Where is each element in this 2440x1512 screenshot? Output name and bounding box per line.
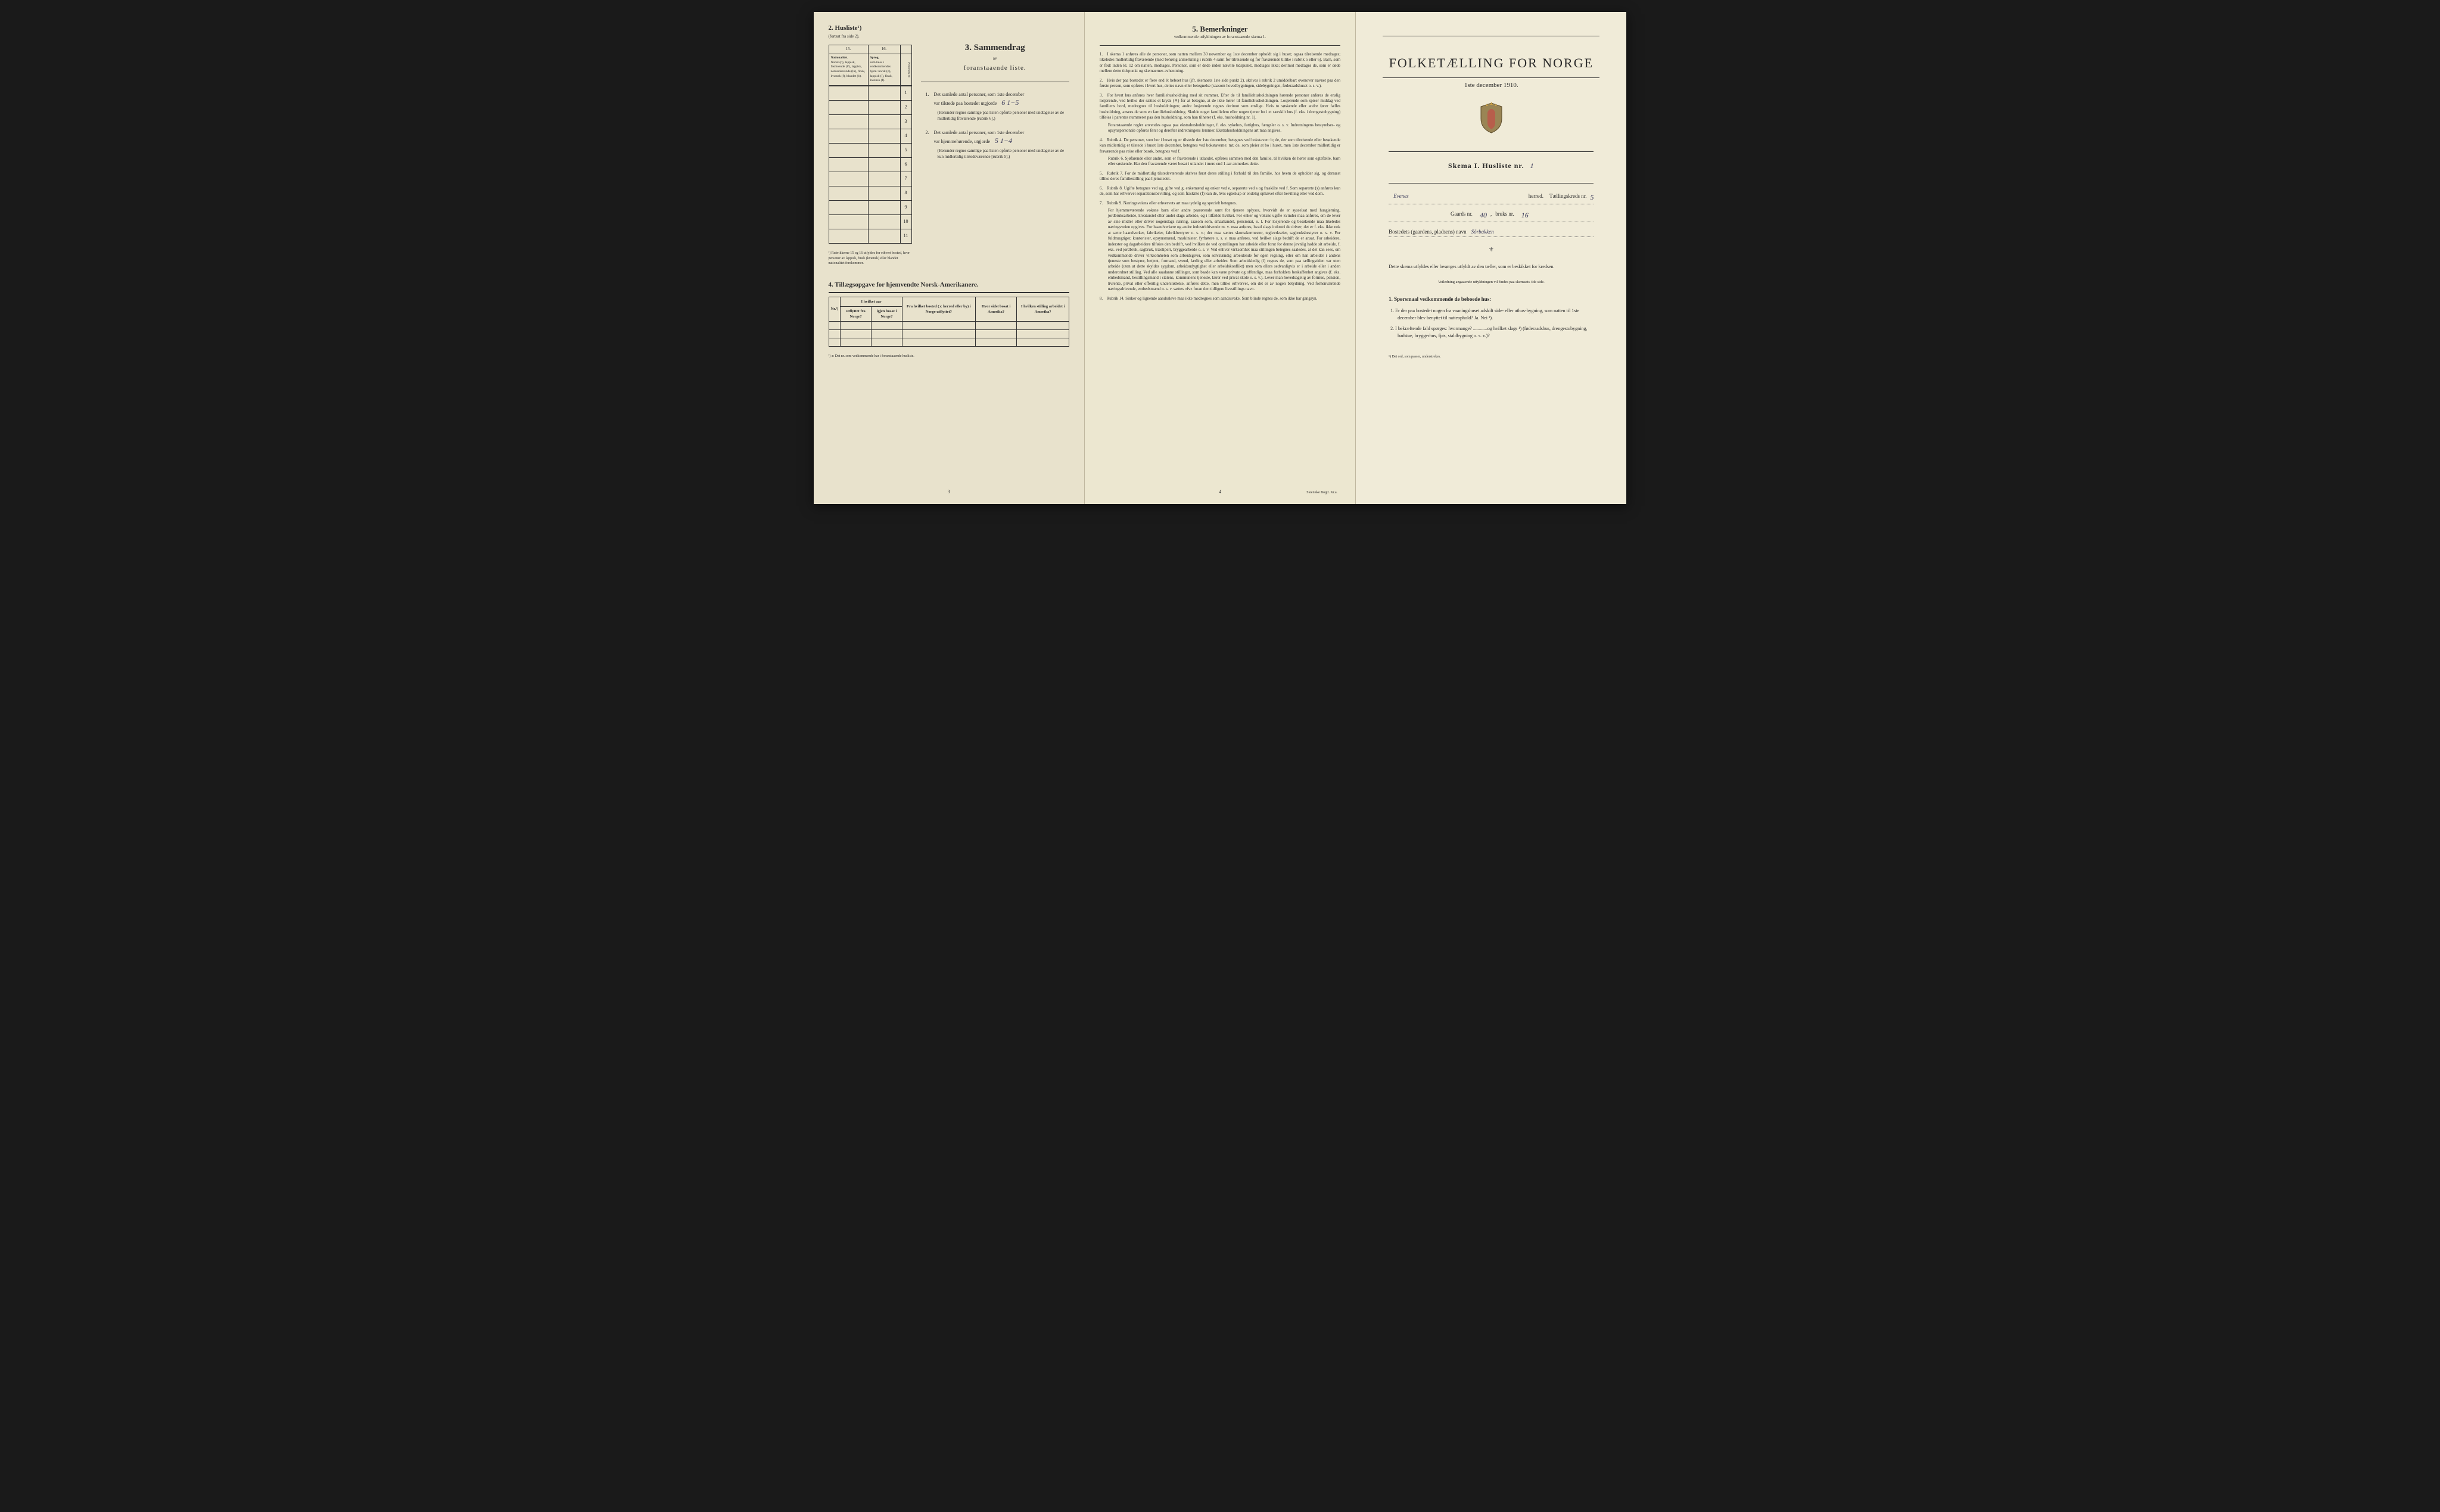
- page-number-4: 4: [1219, 489, 1221, 495]
- page-number-3: 3: [948, 489, 950, 495]
- instructions-main: Dette skema utfyldes eller besørges utfy…: [1389, 263, 1594, 270]
- footnote-3: ¹) Det ord, som passer, understrekes.: [1389, 354, 1594, 359]
- table-row: 9: [829, 200, 911, 214]
- husliste-title: 2. Husliste¹): [829, 24, 912, 33]
- table-row: 8: [829, 186, 911, 200]
- remark-item: 5. Rubrik 7. For de midlertidig tilstede…: [1100, 171, 1340, 182]
- table-row: 11: [829, 229, 911, 243]
- page-left: 2. Husliste¹) (fortsat fra side 2). 15. …: [814, 12, 1085, 504]
- summary-2-value: 5 1−4: [995, 136, 1012, 145]
- printer-credit: Steen'ske Bogtr. Kr.a.: [1306, 490, 1337, 495]
- main-title: FOLKETÆLLING FOR NORGE: [1371, 54, 1611, 73]
- page-right: FOLKETÆLLING FOR NORGE 1ste december 191…: [1356, 12, 1626, 504]
- remark-item: 8. Rubrik 14. Sinker og lignende aandssl…: [1100, 296, 1340, 301]
- ornament-icon: ⚜: [1371, 246, 1611, 254]
- herred-line: Evenes herred. Tællingskreds nr. 5: [1389, 192, 1594, 204]
- table-row: 6: [829, 157, 911, 172]
- table-row: 10: [829, 214, 911, 229]
- america-table: Nr.²) I hvilket aar Fra hvilket bosted (…: [829, 297, 1069, 347]
- remark-item: 4. Rubrik 4. De personer, som bor i huse…: [1100, 138, 1340, 167]
- summary-1: 1. Det samlede antal personer, som 1ste …: [921, 91, 1069, 122]
- table-row: 4: [829, 129, 911, 143]
- bosted-line: Bostedets (gaardens, pladsens) navn Sörb…: [1389, 228, 1594, 238]
- skema-line: Skema I. Husliste nr. 1: [1371, 161, 1611, 171]
- remark-item: 2. Hvis der paa bostedet er flere end ét…: [1100, 78, 1340, 89]
- coat-of-arms: [1371, 102, 1611, 136]
- instructions-small: Veiledning angaaende utfyldningen vil fi…: [1371, 279, 1611, 285]
- question-2: 2. I bekræftende fald spørges: hvormange…: [1398, 325, 1594, 340]
- census-date: 1ste december 1910.: [1371, 81, 1611, 90]
- shield-icon: [1478, 102, 1505, 135]
- table-row: 7: [829, 172, 911, 186]
- question-1: 1. Er der paa bostedet nogen fra vaaning…: [1398, 307, 1594, 322]
- rubrik-footnote: ¹) Rubrikkerne 15 og 16 utfyldes for eth…: [829, 251, 912, 266]
- question-header: 1. Spørsmaal vedkommende de beboede hus:: [1389, 295, 1594, 303]
- table-row: 2: [829, 100, 911, 114]
- census-document: 2. Husliste¹) (fortsat fra side 2). 1 5. …: [814, 12, 1627, 504]
- remark-item: 7. Rubrik 9. Næringsveiens eller erhverv…: [1100, 201, 1340, 293]
- page-middle: 5. Bemerkninger vedkommende utfyldningen…: [1085, 12, 1356, 504]
- summary-2: 2. Det samlede antal personer, som 1ste …: [921, 129, 1069, 160]
- gaard-line: Gaards nr. 40, bruks nr. 16: [1389, 210, 1594, 222]
- nationality-table: 15. 16. Nationalitet. Norsk (n), lappisk…: [829, 45, 912, 244]
- remark-item: 3. For hvert hus anføres hver familiehus…: [1100, 93, 1340, 134]
- table-row: 3: [829, 114, 911, 129]
- remarks-list: 1. I skema 1 anføres alle de personer, s…: [1100, 52, 1340, 301]
- summary-1-value: 6 1−5: [1001, 98, 1019, 107]
- footnote-2: ²) ɔ: Det nr. som vedkommende har i fora…: [829, 354, 1069, 359]
- husliste-sub: (fortsat fra side 2).: [829, 34, 912, 40]
- table-row: 5: [829, 143, 911, 157]
- remark-item: 6. Rubrik 8. Ugifte betegnes ved ug, gif…: [1100, 186, 1340, 197]
- section-5-header: 5. Bemerkninger vedkommende utfyldningen…: [1100, 24, 1340, 41]
- section-4: 4. Tillægsopgave for hjemvendte Norsk-Am…: [829, 281, 1069, 359]
- remark-item: 1. I skema 1 anføres alle de personer, s…: [1100, 52, 1340, 74]
- section-3-header: 3. Sammendrag av foranstaaende liste.: [921, 42, 1069, 73]
- table-row: 1: [829, 86, 911, 100]
